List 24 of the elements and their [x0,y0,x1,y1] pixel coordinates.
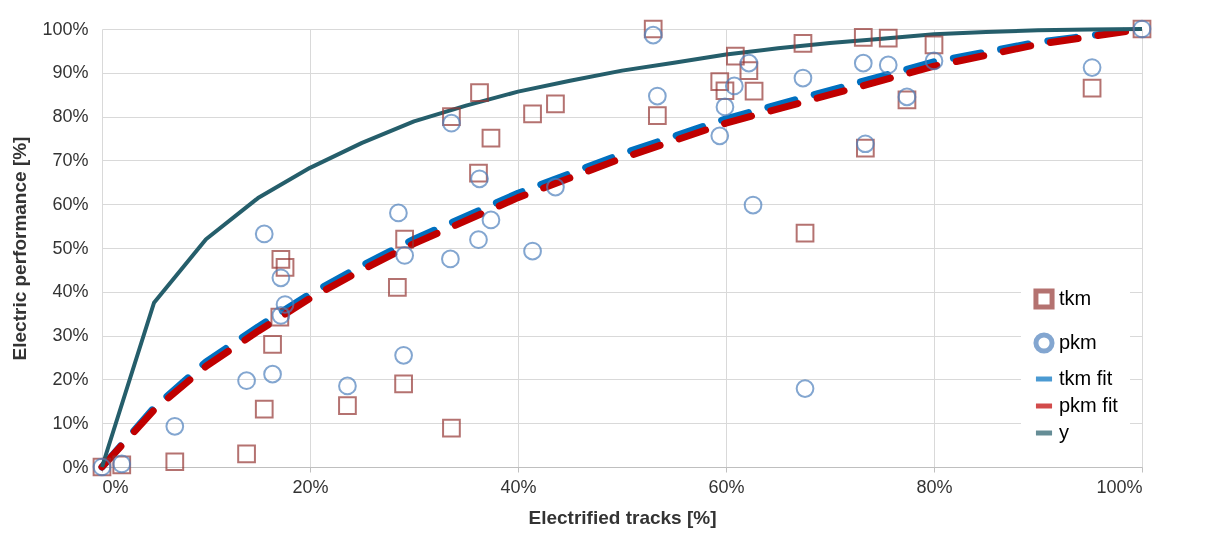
legend-label: pkm fit [1059,394,1119,416]
y-tick-label: 10% [52,412,89,433]
x-tick-label: 0% [102,476,129,497]
y-tick-label: 30% [52,325,89,346]
y-tick-label: 40% [52,281,89,302]
y-tick-label: 20% [52,368,89,389]
y-tick-label: 60% [52,193,89,214]
y-tick-label: 0% [62,456,89,477]
legend-label: tkm fit [1059,367,1113,389]
x-tick-label: 20% [292,476,329,497]
x-tick-label: 40% [500,476,537,497]
x-tick-label: 80% [916,476,953,497]
x-axis-title: Electrified tracks [%] [528,506,717,528]
legend-label: pkm [1059,331,1097,353]
x-tick-label: 60% [708,476,745,497]
y-tick-label: 90% [52,62,89,83]
legend-label: tkm [1059,287,1092,309]
legend-label: y [1059,421,1069,443]
y-tick-label: 70% [52,149,89,170]
y-axis-title: Electric performance [%] [9,136,31,361]
y-tick-label: 80% [52,106,89,127]
y-tick-label: 50% [52,237,89,258]
x-tick-label: 100% [1096,476,1143,497]
y-tick-label: 100% [42,18,89,39]
